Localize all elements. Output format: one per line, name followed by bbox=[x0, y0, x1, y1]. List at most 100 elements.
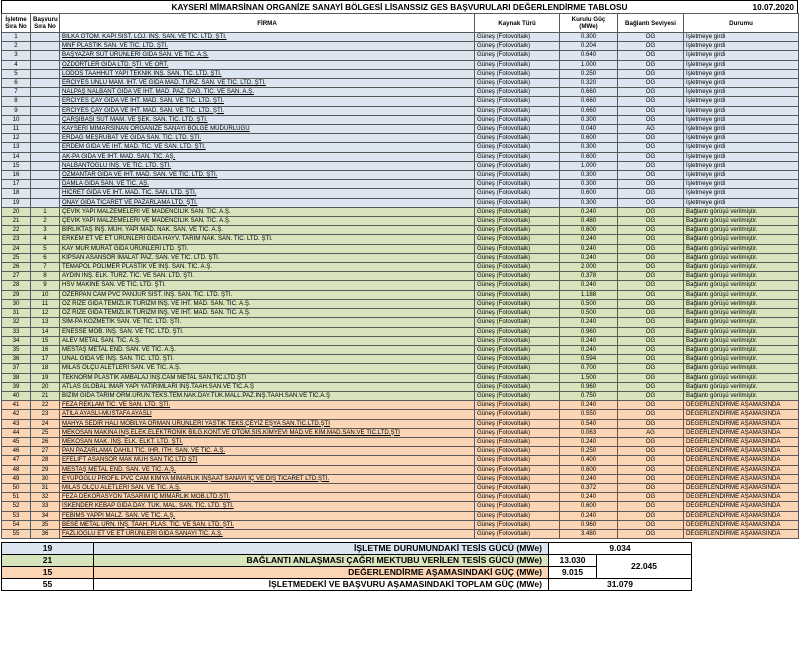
row-firma: KAY MUR MURAT GIDA ÜRÜNLERİ LTD. ŞTİ. bbox=[59, 243, 475, 254]
row-isletme-no: 49 bbox=[1, 473, 31, 484]
row-basvuru-no: 26 bbox=[30, 436, 60, 448]
summary-count-operating: 19 bbox=[1, 542, 94, 556]
row-kaynak: Güneş (Fotovoltaik) bbox=[474, 151, 560, 162]
row-baglanti: OG bbox=[617, 197, 684, 208]
row-basvuru-no: 22 bbox=[30, 400, 60, 411]
row-firma: MİLAS ÖLÇÜ ALETLERİ SAN. VE TİC. A.Ş. bbox=[59, 482, 475, 494]
row-isletme-no: 55 bbox=[1, 528, 31, 540]
row-firma: MAHYA SEDİR HALI MOBİLYA ORMAN ÜRÜNLERİ … bbox=[59, 418, 475, 429]
table-row: 44 25 MEKOSAN MAKİNA İNŞ.ELEK.ELEKTRONİK B… bbox=[1, 427, 799, 438]
table-row: 40 21 BİZİM GIDA TARIM ORM.ÜRÜN.TEKS.TEM.N… bbox=[1, 390, 799, 402]
table-row: 55 36 FAZLIOĞLU ET VE ET ÜRÜNLERİ GIDA SAN… bbox=[1, 528, 799, 540]
row-basvuru-no: 3 bbox=[30, 225, 60, 236]
row-guc: 0.300 bbox=[559, 114, 618, 126]
row-guc: 0.500 bbox=[559, 298, 618, 310]
table-row: 53 34 FEBİMS YAPPI MALZ. SAN. VE TİC. A.Ş.… bbox=[1, 510, 799, 521]
row-durum: DEĞERLENDİRME AŞAMASINDA bbox=[683, 436, 799, 448]
row-guc: 1.000 bbox=[559, 59, 618, 70]
row-guc: 2.000 bbox=[559, 262, 618, 273]
row-baglanti: OG bbox=[617, 418, 684, 429]
table-row: 45 26 MEKOSAN MAK. İNŞ. ELK. ELKT. LTD. ŞT… bbox=[1, 436, 799, 448]
row-baglanti: OG bbox=[617, 492, 684, 503]
row-baglanti: OG bbox=[617, 528, 684, 540]
row-kaynak: Güneş (Fotovoltaik) bbox=[474, 289, 560, 300]
row-kaynak: Güneş (Fotovoltaik) bbox=[474, 280, 560, 291]
row-guc: 0.300 bbox=[559, 179, 618, 190]
summary-subtotal: 22.045 bbox=[596, 554, 692, 580]
summary-value-total: 31.079 bbox=[548, 578, 692, 592]
row-guc: 0.040 bbox=[559, 124, 618, 135]
row-baglanti: OG bbox=[617, 170, 684, 181]
row-durum: Bağlantı görüşü verilmiştir. bbox=[683, 234, 799, 245]
row-kaynak: Güneş (Fotovoltaik) bbox=[474, 308, 560, 319]
row-kaynak: Güneş (Fotovoltaik) bbox=[474, 114, 560, 126]
row-firma: FEZA DEKORASYON TASARIM İÇ MİMARLIK MOB.… bbox=[59, 492, 475, 503]
spreadsheet: KAYSERİ MİMARSİNAN ORGANİZE SANAYİ BÖLGE… bbox=[1, 0, 799, 592]
row-baglanti: OG bbox=[617, 372, 684, 383]
row-durum: Bağlantı görüşü verilmiştir. bbox=[683, 225, 799, 236]
row-durum: İşletmeye girdi bbox=[683, 124, 799, 135]
row-kaynak: Güneş (Fotovoltaik) bbox=[474, 78, 560, 89]
row-guc: 0.660 bbox=[559, 105, 618, 116]
row-durum: İşletmeye girdi bbox=[683, 151, 799, 162]
row-firma: ERCİYES ÇAY GIDA VE İHT. MAD. SAN. VE Tİ… bbox=[59, 96, 475, 107]
row-baglanti: AG bbox=[617, 427, 684, 438]
row-guc: 0.250 bbox=[559, 68, 618, 80]
row-guc: 0.960 bbox=[559, 519, 618, 530]
row-basvuru-no bbox=[30, 151, 60, 162]
row-baglanti: OG bbox=[617, 59, 684, 70]
table-row: 47 28 EFELİFT ASANSÖR MAK MÜH SAN TİC LTD … bbox=[1, 455, 799, 466]
table-row: 38 19 TEKNORM PLASTİK AMBALAJ İNŞ.CAM META… bbox=[1, 372, 799, 383]
table-row: 16 ÖZMANTAR GIDA VE İHT. MAD. SAN. VE TİC… bbox=[1, 170, 799, 181]
row-isletme-no: 9 bbox=[1, 105, 31, 116]
row-basvuru-no: 29 bbox=[30, 464, 60, 475]
row-kaynak: Güneş (Fotovoltaik) bbox=[474, 363, 560, 374]
row-guc: 0.320 bbox=[559, 78, 618, 89]
row-durum: Bağlantı görüşü verilmiştir. bbox=[683, 298, 799, 310]
row-kaynak: Güneş (Fotovoltaik) bbox=[474, 243, 560, 254]
title-bar: KAYSERİ MİMARSİNAN ORGANİZE SANAYİ BÖLGE… bbox=[1, 0, 798, 13]
row-firma: ERDEM GIDA VE İHT. MAD. TİC. VE SAN. LTD… bbox=[59, 142, 475, 153]
row-basvuru-no bbox=[30, 96, 60, 107]
row-durum: Bağlantı görüşü verilmiştir. bbox=[683, 390, 799, 402]
table-row: 21 2 ÇEVİK YAPI MALZEMELERİ VE MADENCİLİK … bbox=[1, 216, 799, 227]
row-durum: İşletmeye girdi bbox=[683, 114, 799, 126]
row-durum: Bağlantı görüşü verilmiştir. bbox=[683, 335, 799, 346]
row-kaynak: Güneş (Fotovoltaik) bbox=[474, 455, 560, 466]
row-guc: 0.240 bbox=[559, 206, 618, 218]
row-kaynak: Güneş (Fotovoltaik) bbox=[474, 298, 560, 310]
col-header-kaynak: Kaynak Türü bbox=[474, 13, 560, 33]
col-header-basvuru-sira: Başvuru Sıra No bbox=[30, 13, 60, 33]
row-firma: ONAY GIDA TİCARET VE PAZARLAMA LTD. ŞTİ. bbox=[59, 197, 475, 208]
row-baglanti: OG bbox=[617, 344, 684, 356]
row-basvuru-no bbox=[30, 78, 60, 89]
row-guc: 0.500 bbox=[559, 308, 618, 319]
row-guc: 0.660 bbox=[559, 87, 618, 98]
row-isletme-no: 40 bbox=[1, 390, 31, 402]
row-isletme-no: 29 bbox=[1, 289, 31, 300]
row-kaynak: Güneş (Fotovoltaik) bbox=[474, 446, 560, 457]
row-isletme-no: 54 bbox=[1, 519, 31, 530]
row-basvuru-no: 19 bbox=[30, 372, 60, 383]
row-isletme-no: 23 bbox=[1, 234, 31, 245]
row-firma: EYÜPOĞLU PROFİL PVC CAM KİMYA MİMARLIK İ… bbox=[59, 473, 475, 484]
row-durum: İşletmeye girdi bbox=[683, 105, 799, 116]
table-row: 18 HİCRET GIDA VE İHT. MAD. TİC. SAN. LTD… bbox=[1, 188, 799, 199]
row-basvuru-no bbox=[30, 87, 60, 98]
row-durum: DEĞERLENDİRME AŞAMASINDA bbox=[683, 409, 799, 420]
row-basvuru-no: 25 bbox=[30, 427, 60, 438]
row-durum: İşletmeye girdi bbox=[683, 78, 799, 89]
row-baglanti: OG bbox=[617, 280, 684, 291]
row-guc: 0.600 bbox=[559, 501, 618, 512]
summary-value-connection: 13.030 bbox=[548, 554, 597, 568]
row-isletme-no: 45 bbox=[1, 436, 31, 448]
row-durum: İşletmeye girdi bbox=[683, 188, 799, 199]
row-firma: MEKOSAN MAK. İNŞ. ELK. ELKT. LTD. ŞTİ. bbox=[59, 436, 475, 448]
table-row: 52 33 İSKENDER KEBAP GIDA DAY. TÜK. MAL. S… bbox=[1, 501, 799, 512]
row-kaynak: Güneş (Fotovoltaik) bbox=[474, 142, 560, 153]
row-firma: FAZLIOĞLU ET VE ET ÜRÜNLERİ GIDA SANAYİ … bbox=[59, 528, 475, 540]
row-durum: Bağlantı görüşü verilmiştir. bbox=[683, 381, 799, 392]
row-isletme-no: 31 bbox=[1, 308, 31, 319]
row-firma: MESTAŞ METAL END. SAN. VE TİC. A.Ş. bbox=[59, 344, 475, 356]
row-kaynak: Güneş (Fotovoltaik) bbox=[474, 372, 560, 383]
